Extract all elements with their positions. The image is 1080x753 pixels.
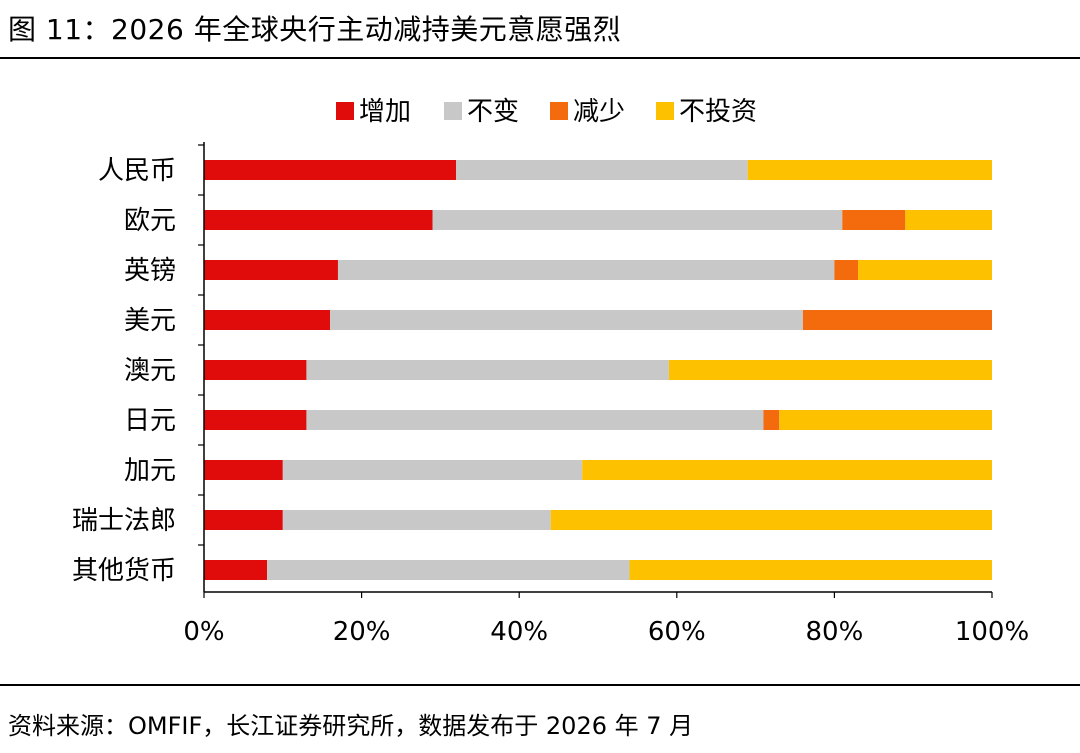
bar-segment-加元-不变 (282, 460, 583, 480)
bar-segment-其他货币-增加 (204, 560, 268, 580)
bar-segment-英镑-减少 (834, 260, 859, 280)
category-label-人民币: 人民币 (98, 156, 176, 186)
figure-source: 资料来源：OMFIF，长江证券研究所，数据发布于 2026 年 7 月 (8, 712, 694, 740)
category-label-其他货币: 其他货币 (72, 556, 176, 586)
bar-segment-澳元-不变 (306, 360, 669, 380)
bar-segment-美元-不变 (330, 310, 803, 330)
x-tick-label-0pct: 0% (183, 617, 224, 647)
bar-segment-瑞士法郎-不投资 (550, 510, 992, 530)
legend-label-增加: 增加 (359, 97, 411, 127)
bar-segment-瑞士法郎-不变 (282, 510, 551, 530)
category-label-日元: 日元 (124, 406, 176, 436)
x-tick-label-80pct: 80% (806, 617, 864, 647)
bar-segment-英镑-增加 (204, 260, 338, 280)
category-label-加元: 加元 (124, 456, 176, 486)
x-tick-label-40pct: 40% (490, 617, 548, 647)
legend-swatch-不投资 (656, 102, 674, 120)
bar-segment-日元-不变 (306, 410, 764, 430)
bar-segment-其他货币-不变 (267, 560, 630, 580)
legend-swatch-增加 (336, 102, 354, 120)
chart-legend: 增加 不变 减少 不投资 (336, 97, 757, 127)
x-tick-label-20pct: 20% (333, 617, 391, 647)
legend-label-减少: 减少 (573, 97, 625, 127)
chart-axes: 0% 20% 40% 60% 80% 100% (183, 142, 1029, 647)
bar-segment-英镑-不变 (337, 260, 835, 280)
x-tick-label-100pct: 100% (955, 617, 1029, 647)
bar-segment-人民币-增加 (204, 160, 457, 180)
bar-segment-美元-增加 (204, 310, 331, 330)
category-label-欧元: 欧元 (124, 206, 176, 236)
legend-swatch-不变 (444, 102, 462, 120)
bar-segment-英镑-不投资 (858, 260, 992, 280)
bar-segment-人民币-不变 (456, 160, 748, 180)
bar-segment-澳元-增加 (204, 360, 307, 380)
category-label-澳元: 澳元 (124, 356, 176, 386)
legend-label-不投资: 不投资 (679, 97, 757, 127)
category-label-瑞士法郎: 瑞士法郎 (72, 506, 176, 536)
bar-segment-美元-减少 (802, 310, 992, 330)
bar-segment-日元-减少 (763, 410, 780, 430)
top-rule (0, 57, 1080, 59)
bar-segment-加元-不投资 (582, 460, 992, 480)
legend-label-不变: 不变 (467, 97, 519, 127)
bottom-rule (0, 684, 1080, 686)
figure-title: 图 11：2026 年全球央行主动减持美元意愿强烈 (8, 13, 622, 46)
bar-segment-欧元-不投资 (905, 210, 992, 230)
category-label-英镑: 英镑 (124, 256, 176, 286)
bar-segment-人民币-不投资 (747, 160, 992, 180)
bar-segment-欧元-不变 (432, 210, 843, 230)
bar-segment-瑞士法郎-增加 (204, 510, 283, 530)
bar-segment-日元-不投资 (779, 410, 992, 430)
legend-swatch-减少 (550, 102, 568, 120)
bar-segment-欧元-减少 (842, 210, 906, 230)
bar-segment-加元-增加 (204, 460, 283, 480)
bar-segment-澳元-不投资 (668, 360, 992, 380)
bar-segment-日元-增加 (204, 410, 307, 430)
bar-segment-其他货币-不投资 (629, 560, 992, 580)
category-label-美元: 美元 (124, 306, 176, 336)
x-tick-label-60pct: 60% (648, 617, 706, 647)
bar-segment-欧元-增加 (204, 210, 433, 230)
